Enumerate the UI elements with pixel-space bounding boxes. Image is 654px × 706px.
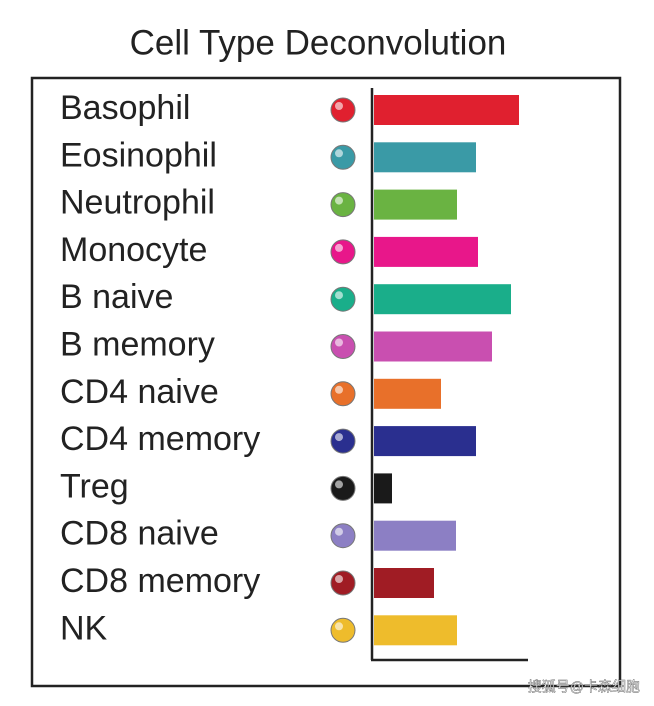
dot xyxy=(330,239,356,265)
dot-highlight xyxy=(335,575,343,583)
bar xyxy=(374,331,492,362)
dot xyxy=(330,428,356,454)
bar xyxy=(374,284,511,315)
category-label: NK xyxy=(60,609,108,647)
dot-highlight xyxy=(335,433,343,442)
category-label: B naive xyxy=(60,278,173,316)
dot xyxy=(330,570,356,596)
category-label: Basophil xyxy=(60,89,190,127)
category-label: CD8 naive xyxy=(60,515,219,553)
dot-highlight xyxy=(335,480,343,489)
dot-highlight xyxy=(335,149,343,158)
bar xyxy=(374,142,476,173)
dot-highlight xyxy=(335,102,343,110)
dot xyxy=(330,97,356,123)
dot xyxy=(330,144,356,170)
bar xyxy=(374,568,434,598)
bar xyxy=(374,236,478,267)
dot xyxy=(330,475,356,501)
dot-highlight xyxy=(335,291,343,300)
bar xyxy=(374,426,476,457)
category-label: CD4 memory xyxy=(60,420,260,458)
category-label: CD4 naive xyxy=(60,373,219,411)
category-label: Eosinophil xyxy=(60,136,217,174)
dot-highlight xyxy=(335,338,343,347)
dot xyxy=(330,617,356,643)
bar xyxy=(374,520,456,551)
dot-highlight xyxy=(335,527,343,536)
bar xyxy=(374,189,457,220)
dot xyxy=(330,334,356,359)
dot-highlight xyxy=(335,243,343,252)
dot xyxy=(330,192,356,218)
dot xyxy=(330,286,356,312)
dot-highlight xyxy=(335,196,343,205)
dot xyxy=(330,381,356,407)
bar xyxy=(374,95,519,125)
frame xyxy=(30,76,622,688)
watermark: 搜狐号@卡森细胞 xyxy=(528,679,640,695)
dot xyxy=(330,523,356,549)
category-label: CD8 memory xyxy=(60,562,260,600)
dot-highlight xyxy=(335,622,343,631)
bar xyxy=(374,615,457,646)
category-label: Treg xyxy=(60,467,129,505)
bar xyxy=(374,378,441,409)
dot-highlight xyxy=(335,385,343,394)
bar xyxy=(374,473,392,504)
category-label: B memory xyxy=(60,325,215,363)
chart-title: Cell Type Deconvolution xyxy=(130,23,507,62)
category-label: Neutrophil xyxy=(60,184,215,222)
category-label: Monocyte xyxy=(60,231,207,269)
